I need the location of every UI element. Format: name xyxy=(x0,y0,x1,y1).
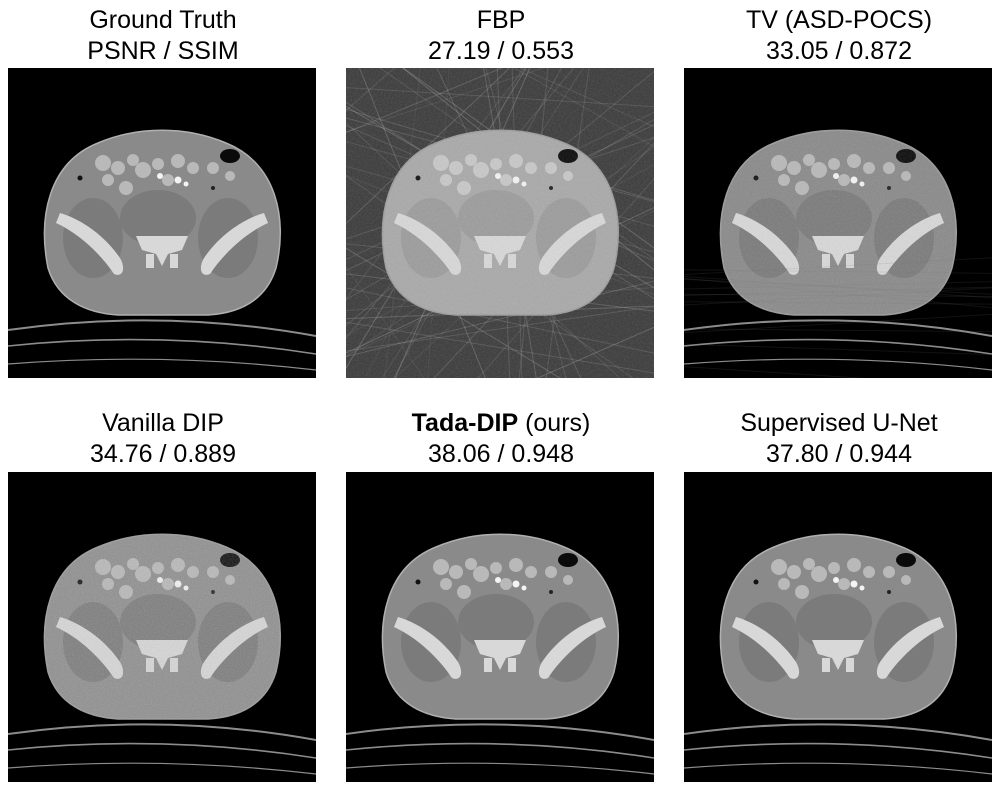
panel-title-bold: Tada-DIP xyxy=(411,409,519,437)
panel-metrics: PSNR / SSIM xyxy=(87,37,239,65)
ct-image-ground-truth xyxy=(8,68,316,378)
ct-image-tv xyxy=(684,68,992,378)
ct-slice-graphic xyxy=(8,472,316,782)
ct-slice-graphic xyxy=(346,68,654,378)
panel-title-suffix: (ours) xyxy=(518,409,591,437)
panel-title: Supervised U-Net xyxy=(740,409,938,437)
panel-metrics: 38.06 / 0.948 xyxy=(428,440,574,468)
panel-title: Tada-DIP (ours) xyxy=(346,408,656,438)
panel-caption: FBP 27.19 / 0.553 xyxy=(346,5,656,67)
ct-image-fbp xyxy=(346,68,654,378)
panel-caption: TV (ASD-POCS) 33.05 / 0.872 xyxy=(684,5,994,67)
panel-caption: Tada-DIP (ours) 38.06 / 0.948 xyxy=(346,408,656,470)
panel-title: Ground Truth xyxy=(89,6,237,34)
panel-metrics: 27.19 / 0.553 xyxy=(428,37,574,65)
ct-image-supervised-unet xyxy=(684,472,992,782)
panel-title: TV (ASD-POCS) xyxy=(745,6,933,34)
panel-metrics: 34.76 / 0.889 xyxy=(90,440,236,468)
ct-slice-graphic xyxy=(8,68,316,378)
panel-caption: Ground Truth PSNR / SSIM xyxy=(8,5,318,67)
panel-caption: Supervised U-Net 37.80 / 0.944 xyxy=(684,408,994,470)
panel-metrics: 37.80 / 0.944 xyxy=(766,440,912,468)
ct-slice-graphic xyxy=(684,68,992,378)
ct-slice-graphic xyxy=(684,472,992,782)
panel-title: Vanilla DIP xyxy=(102,409,224,437)
ct-image-tada-dip xyxy=(346,472,654,782)
ct-slice-graphic xyxy=(346,472,654,782)
panel-metrics: 33.05 / 0.872 xyxy=(766,37,912,65)
ct-image-vanilla-dip xyxy=(8,472,316,782)
panel-caption: Vanilla DIP 34.76 / 0.889 xyxy=(8,408,318,470)
panel-title: FBP xyxy=(476,6,526,34)
